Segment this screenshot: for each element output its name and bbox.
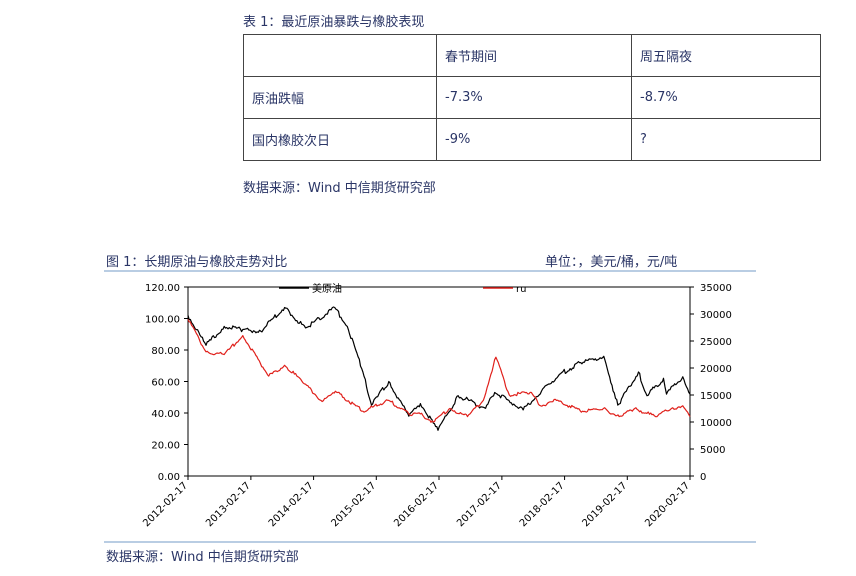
table-cell: -8.7%: [631, 76, 821, 119]
figure-top-rule: [104, 270, 756, 272]
table-caption: 表 1：最近原油暴跌与橡胶表现: [243, 15, 425, 30]
left-tick-label: 100.00: [145, 315, 180, 326]
left-tick-label: 40.00: [151, 409, 180, 420]
legend: 美原油 ru: [279, 282, 526, 295]
right-tick-label: 25000: [700, 337, 732, 348]
table-cell: -7.3%: [436, 76, 632, 119]
right-tick-label: 35000: [700, 283, 732, 294]
left-tick-label: 120.00: [145, 283, 180, 294]
series-lines: [187, 306, 691, 431]
table-cell: ?: [631, 118, 821, 161]
left-tick-label: 0.00: [158, 472, 180, 483]
figure-caption: 图 1：长期原油与橡胶走势对比: [106, 255, 288, 270]
x-tick-label: 2020-02-17: [643, 480, 692, 529]
left-axis: 0.00 20.00 40.00 60.00 80.00 100.00 120.00: [145, 283, 188, 483]
left-tick-label: 80.00: [151, 346, 180, 357]
comparison-table: 春节期间 周五隔夜 原油跌幅 -7.3% -8.7% 国内橡胶次日 -9% ?: [243, 34, 821, 161]
legend-label: 美原油: [312, 282, 342, 295]
x-tick-label: 2018-02-17: [518, 480, 567, 529]
x-tick-label: 2019-02-17: [581, 480, 630, 529]
right-tick-label: 0: [700, 472, 706, 483]
legend-label: ru: [516, 284, 526, 295]
right-tick-label: 20000: [700, 364, 732, 375]
x-tick-label: 2013-02-17: [204, 480, 253, 529]
table-row: 原油跌幅 -7.3% -8.7%: [243, 76, 821, 119]
x-tick-label: 2017-02-17: [455, 480, 504, 529]
x-tick-label: 2014-02-17: [267, 480, 316, 529]
figure-source: 数据来源：Wind 中信期货研究部: [106, 550, 299, 565]
table-cell: 国内橡胶次日: [243, 118, 437, 161]
chart-frame: [187, 286, 691, 477]
series-line-ru: [187, 319, 691, 423]
table-header-cell: [243, 34, 437, 77]
table-source: 数据来源：Wind 中信期货研究部: [243, 181, 436, 196]
x-axis: 2012-02-17 2013-02-17 2014-02-17 2015-02-17…: [141, 476, 692, 529]
table-header-cell: 春节期间: [436, 34, 632, 77]
right-tick-label: 10000: [700, 418, 732, 429]
table-cell: -9%: [436, 118, 632, 161]
table-row: 国内橡胶次日 -9% ?: [243, 118, 821, 161]
x-tick-label: 2012-02-17: [141, 480, 190, 529]
oil-rubber-chart: 0.00 20.00 40.00 60.00 80.00 100.00 120.00 0 50…: [141, 282, 732, 529]
left-tick-label: 60.00: [151, 378, 180, 389]
right-tick-label: 30000: [700, 310, 732, 321]
x-tick-label: 2015-02-17: [330, 480, 379, 529]
table-header-cell: 周五隔夜: [631, 34, 821, 77]
right-tick-label: 15000: [700, 391, 732, 402]
right-axis: 0 5000 10000 15000 20000 25000 30000 35000: [690, 283, 732, 483]
table-header-row: 春节期间 周五隔夜: [243, 34, 821, 77]
left-tick-label: 20.00: [151, 441, 180, 452]
x-tick-label: 2016-02-17: [392, 480, 441, 529]
figure-bottom-rule: [104, 541, 756, 543]
series-line-oil: [187, 306, 691, 431]
plot-frame: [187, 286, 691, 477]
table-cell: 原油跌幅: [243, 76, 437, 119]
right-tick-label: 5000: [700, 445, 725, 456]
figure-unit: 单位：，美元/桶，元/吨: [545, 255, 678, 270]
